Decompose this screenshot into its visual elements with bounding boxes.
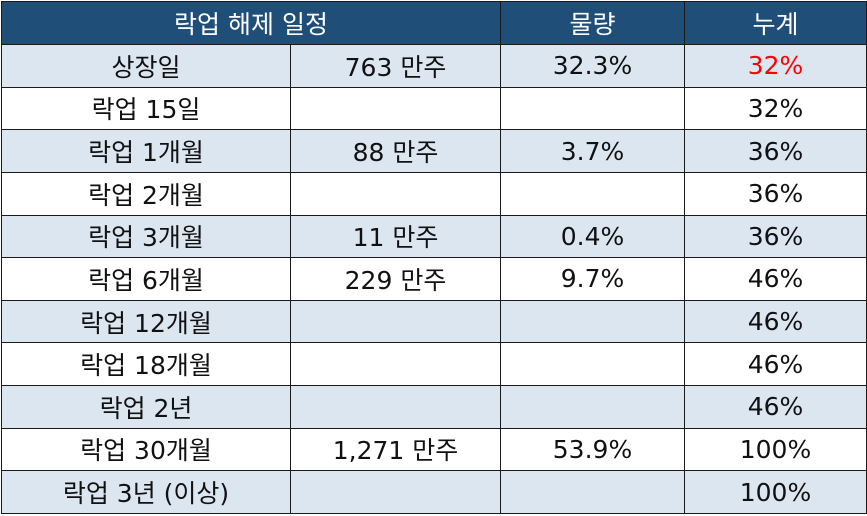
table-row: 락업 2년 46% <box>1 385 867 429</box>
table-cell <box>500 299 685 344</box>
table-cell: 락업 12개월 <box>1 299 291 344</box>
table-cell: 11 만주 <box>290 214 501 259</box>
table-row: 락업 3년 (이상) 100% <box>1 470 867 514</box>
table-cell <box>500 385 685 429</box>
table-cell: 락업 30개월 <box>1 427 291 472</box>
table-row: 락업 6개월 229 만주 9.7% 46% <box>1 257 867 301</box>
table-cell <box>290 171 501 216</box>
table-cell: 32% <box>684 44 867 88</box>
table-row: 락업 1개월 88 만주 3.7% 36% <box>1 129 867 173</box>
table-cell <box>290 385 501 429</box>
table-row: 락업 18개월 46% <box>1 342 867 386</box>
header-row: 락업 해제 일정 물량 누계 <box>1 1 867 45</box>
table-cell: 락업 3개월 <box>1 214 291 259</box>
table-row: 락업 15일 32% <box>1 86 867 131</box>
header-cell: 누계 <box>684 1 867 45</box>
table-cell: 229 만주 <box>290 257 501 301</box>
table-body: 상장일 763 만주 32.3% 32% 락업 15일 32% 락업 1개월 88 만주 3.7… <box>1 44 867 514</box>
table-cell: 36% <box>684 214 867 259</box>
table-cell: 46% <box>684 257 867 301</box>
table-cell: 100% <box>684 427 867 472</box>
table-cell <box>290 342 501 386</box>
table-cell: 32.3% <box>500 44 685 88</box>
table-cell <box>500 171 685 216</box>
table-cell <box>290 470 501 514</box>
table-cell: 1,271 만주 <box>290 427 501 472</box>
table-cell: 락업 2개월 <box>1 171 291 216</box>
table-row: 락업 30개월 1,271 만주 53.9% 100% <box>1 427 867 472</box>
table-cell: 락업 6개월 <box>1 257 291 301</box>
table-cell: 락업 3년 (이상) <box>1 470 291 514</box>
table-cell: 46% <box>684 342 867 386</box>
table-cell: 100% <box>684 470 867 514</box>
table-cell <box>500 86 685 131</box>
table-cell: 3.7% <box>500 129 685 173</box>
table-cell: 락업 15일 <box>1 86 291 131</box>
table-cell: 32% <box>684 86 867 131</box>
table-cell: 46% <box>684 385 867 429</box>
table-cell: 9.7% <box>500 257 685 301</box>
table-cell: 36% <box>684 129 867 173</box>
table-cell: 0.4% <box>500 214 685 259</box>
table-cell: 46% <box>684 299 867 344</box>
table-row: 락업 12개월 46% <box>1 299 867 344</box>
table-cell: 53.9% <box>500 427 685 472</box>
table-cell: 락업 2년 <box>1 385 291 429</box>
table-row: 락업 3개월 11 만주 0.4% 36% <box>1 214 867 259</box>
table-cell <box>500 470 685 514</box>
table-cell: 상장일 <box>1 44 291 88</box>
table-row: 락업 2개월 36% <box>1 171 867 216</box>
table-cell: 락업 1개월 <box>1 129 291 173</box>
table-cell: 88 만주 <box>290 129 501 173</box>
table-cell: 36% <box>684 171 867 216</box>
table-cell <box>500 342 685 386</box>
header-cell: 락업 해제 일정 <box>1 1 501 45</box>
table-row: 상장일 763 만주 32.3% 32% <box>1 44 867 88</box>
table-cell <box>290 86 501 131</box>
table-cell: 락업 18개월 <box>1 342 291 386</box>
table-cell <box>290 299 501 344</box>
header-cell: 물량 <box>500 1 685 45</box>
table-cell: 763 만주 <box>290 44 501 88</box>
